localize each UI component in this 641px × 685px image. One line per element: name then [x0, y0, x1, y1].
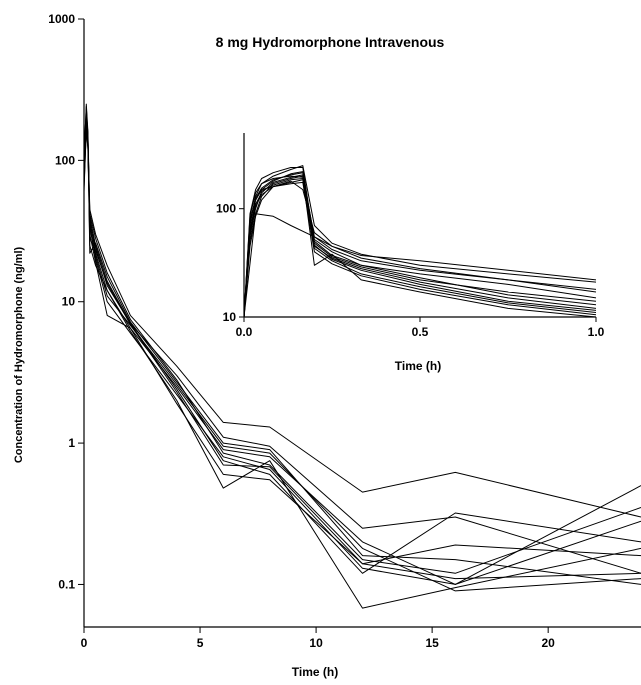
- main-x-tick-label: 0: [81, 636, 88, 650]
- main-x-tick-label: 20: [541, 636, 555, 650]
- inset-series-group: [243, 165, 597, 318]
- inset-series-line-11: [243, 175, 597, 318]
- x-axis-label: Time (h): [292, 665, 338, 679]
- inset-series-line-9: [243, 172, 597, 318]
- inset-x-tick-label: 0.5: [412, 325, 429, 339]
- inset-x-axis-label: Time (h): [395, 359, 441, 373]
- chart-title: 8 mg Hydromorphone Intravenous: [216, 34, 445, 50]
- main-axes: 0.1 1 10 100 1000 0 5 10 15 20: [48, 12, 641, 650]
- main-x-tick-label: 15: [425, 636, 439, 650]
- main-y-tick-label: 100: [55, 153, 75, 167]
- inset-axes: 10 100 0.0 0.5 1.0: [216, 132, 605, 339]
- main-series-line-11: [83, 118, 641, 580]
- inset-x-tick-label: 1.0: [588, 325, 605, 339]
- main-y-tick-label: 1: [68, 436, 75, 450]
- main-y-tick-label: 10: [62, 295, 76, 309]
- main-x-tick-label: 10: [309, 636, 323, 650]
- main-x-tick-label: 5: [197, 636, 204, 650]
- inset-y-tick-label: 10: [223, 310, 237, 324]
- inset-series-line-12: [243, 213, 597, 318]
- y-axis-label: Concentration of Hydromorphone (ng/ml): [13, 247, 25, 464]
- inset-y-tick-label: 100: [216, 202, 236, 216]
- inset-series-line-10: [243, 181, 597, 318]
- inset-x-tick-label: 0.0: [236, 325, 253, 339]
- main-series-group: [83, 103, 641, 609]
- inset-series-line-8: [243, 167, 597, 318]
- main-y-tick-label: 0.1: [58, 577, 75, 591]
- inset-series-line-2: [243, 165, 597, 318]
- main-y-tick-label: 1000: [48, 12, 75, 26]
